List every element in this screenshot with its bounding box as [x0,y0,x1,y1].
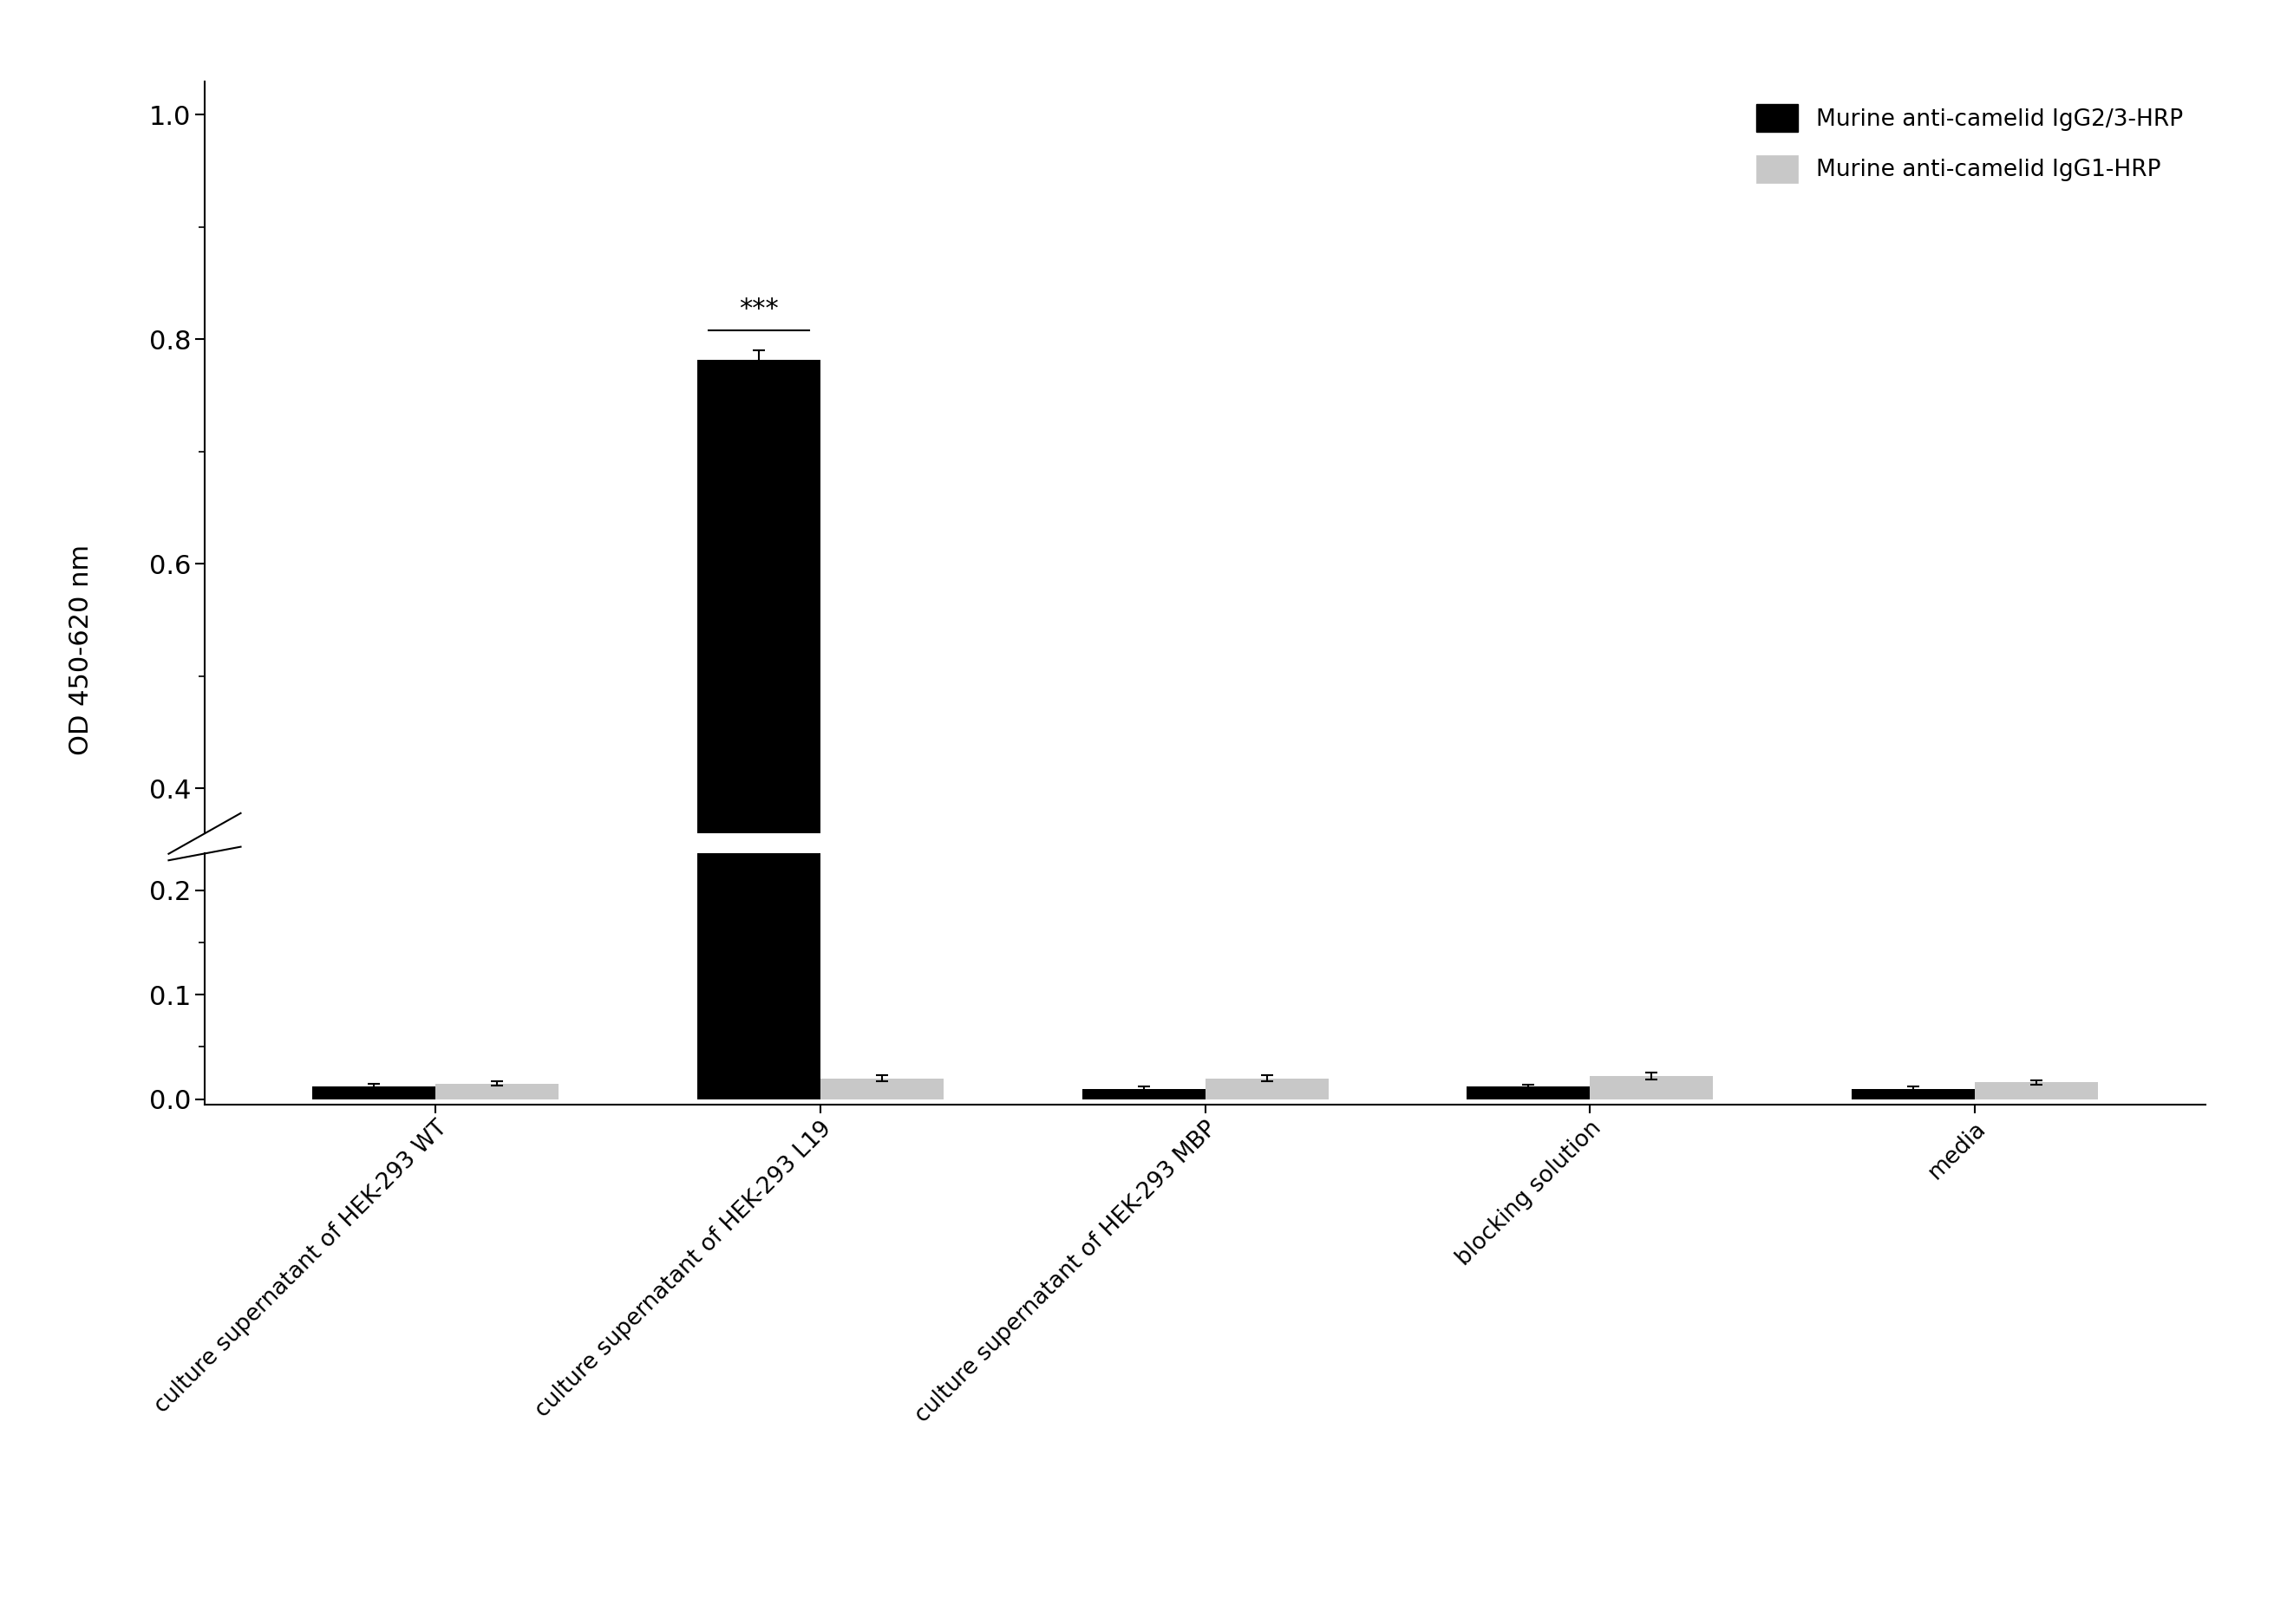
Bar [821,1215,944,1237]
Bar [1974,1220,2099,1237]
Bar [1851,1226,1974,1237]
Bar [821,1078,944,1099]
Bar [312,1086,437,1099]
Bar [437,1083,559,1099]
Bar [437,1221,559,1237]
Bar [312,1224,437,1237]
Bar [698,283,821,1099]
Bar [1590,1077,1712,1099]
Text: OD 450-620 nm: OD 450-620 nm [68,544,93,755]
Legend: Murine anti-camelid IgG2/3-HRP, Murine anti-camelid IgG1-HRP: Murine anti-camelid IgG2/3-HRP, Murine a… [1744,93,2194,195]
Text: ***: *** [739,296,778,322]
Bar [698,359,821,1237]
Bar [1467,1224,1590,1237]
Bar [1082,1226,1205,1237]
Bar [1974,1082,2099,1099]
Bar [1590,1213,1712,1237]
Bar [1205,1215,1328,1237]
Bar [1082,1088,1205,1099]
Bar [1467,1086,1590,1099]
Bar [1205,1078,1328,1099]
Bar [1851,1088,1974,1099]
